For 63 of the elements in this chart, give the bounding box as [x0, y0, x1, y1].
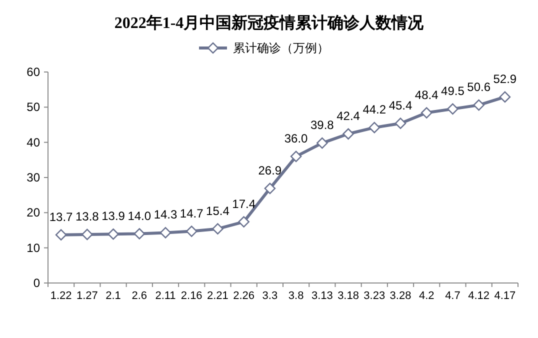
data-label: 13.8 — [75, 209, 100, 224]
point — [212, 223, 224, 234]
point — [368, 122, 380, 134]
x-tick-label: 3.3 — [262, 290, 278, 302]
data-label: 44.2 — [362, 102, 386, 117]
point — [394, 118, 406, 129]
y-tick-label: 0 — [33, 276, 40, 290]
point — [82, 228, 93, 240]
data-label: 13.7 — [49, 210, 74, 224]
data-label: 45.4 — [388, 98, 412, 112]
x-tick-label: 2.21 — [207, 290, 228, 302]
data-label: 14.7 — [180, 206, 204, 220]
y-tick-label: 30 — [26, 170, 40, 184]
x-tick-label: 3.18 — [338, 290, 359, 302]
point — [238, 216, 250, 228]
data-label: 50.6 — [467, 80, 491, 94]
x-tick-label: 2.1 — [106, 290, 121, 302]
point — [55, 229, 67, 240]
point — [473, 99, 484, 111]
x-tick-label: 3.8 — [288, 290, 304, 302]
data-label: 48.4 — [414, 88, 439, 102]
y-tick-label: 50 — [26, 100, 40, 114]
legend-label: 累计确诊（万例） — [233, 41, 329, 55]
x-tick-label: 3.13 — [311, 290, 333, 302]
data-label: 13.9 — [102, 209, 126, 224]
x-tick-label: 1.27 — [76, 290, 98, 302]
data-label: 14.0 — [128, 208, 152, 223]
data-label: 52.9 — [493, 72, 517, 86]
x-tick-label: 2.11 — [155, 290, 176, 302]
x-tick-label: 2.26 — [233, 290, 255, 302]
data-label: 26.9 — [258, 163, 282, 178]
point — [108, 228, 119, 240]
x-tick-label: 2.16 — [180, 290, 202, 302]
point — [290, 150, 302, 162]
point — [420, 107, 432, 118]
y-tick-label: 40 — [26, 135, 40, 150]
point — [264, 182, 276, 194]
point — [447, 103, 458, 115]
x-tick-label: 3.28 — [390, 290, 412, 302]
x-tick-label: 1.22 — [50, 290, 72, 302]
x-tick-label: 4.12 — [468, 290, 490, 302]
y-tick-label: 10 — [26, 240, 40, 255]
point — [316, 137, 328, 149]
point — [160, 227, 172, 238]
x-tick-label: 2.6 — [132, 290, 148, 302]
data-label: 39.8 — [310, 118, 334, 132]
data-label: 14.3 — [154, 208, 178, 222]
x-tick-label: 3.23 — [364, 290, 386, 302]
x-tick-label: 4.7 — [445, 290, 460, 302]
point — [342, 128, 354, 140]
y-tick-label: 60 — [26, 65, 40, 79]
x-tick-label: 4.17 — [494, 290, 516, 302]
data-label: 49.5 — [441, 84, 465, 98]
point — [134, 228, 146, 240]
point — [186, 226, 198, 237]
data-label: 15.4 — [206, 204, 230, 218]
chart-title: 2022年1-4月中国新冠疫情累计确诊人数情况 — [114, 14, 425, 32]
data-label: 17.4 — [232, 196, 256, 211]
y-tick-label: 20 — [26, 206, 40, 220]
data-label: 42.4 — [336, 108, 360, 123]
x-tick-label: 4.2 — [418, 290, 434, 302]
point — [499, 91, 511, 103]
data-label: 36.0 — [284, 131, 308, 146]
